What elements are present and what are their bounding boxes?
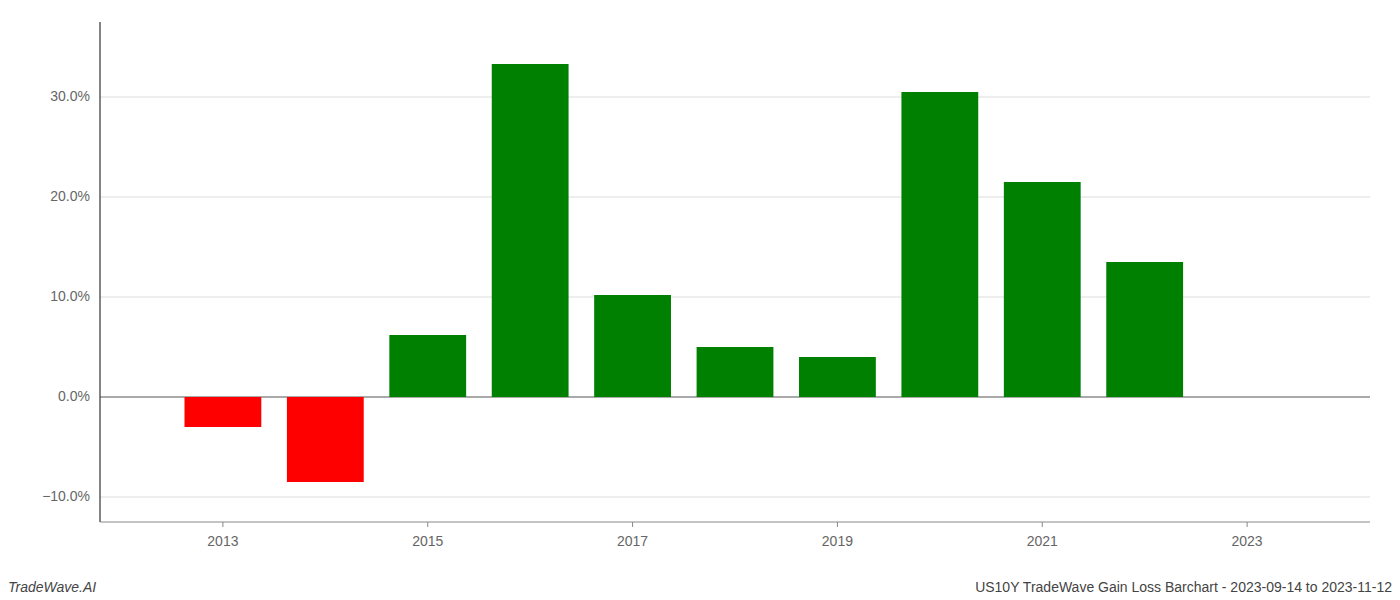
chart: −10.0%0.0%10.0%20.0%30.0%201320152017201… [0, 0, 1400, 600]
grid-line [100, 97, 1370, 98]
chart-container: −10.0%0.0%10.0%20.0%30.0%201320152017201… [0, 0, 1400, 600]
x-tick [632, 522, 633, 527]
footer-left: TradeWave.AI [8, 579, 96, 595]
bars [184, 64, 1183, 482]
y-grid [100, 97, 1370, 497]
bar [594, 295, 671, 397]
x-ticks: 2013 2015 2017 2019 2021 2023 [207, 522, 1263, 549]
x-tick-label: 2023 [1232, 533, 1263, 549]
y-tick-label: 10.0% [50, 288, 90, 304]
bar [287, 397, 364, 482]
bar [492, 64, 569, 397]
x-tick [1247, 522, 1248, 527]
x-tick [1042, 522, 1043, 527]
x-tick-label: 2017 [617, 533, 648, 549]
x-tick [837, 522, 838, 527]
y-tick-label: 30.0% [50, 88, 90, 104]
x-tick [427, 522, 428, 527]
grid-line [100, 497, 1370, 498]
grid-line [100, 197, 1370, 198]
x-tick [222, 522, 223, 527]
bar [901, 92, 978, 397]
y-axis-line [99, 22, 100, 522]
bar [184, 397, 261, 427]
bar [389, 335, 466, 397]
x-tick-label: 2015 [412, 533, 443, 549]
y-tick-label: −10.0% [42, 488, 90, 504]
x-tick-label: 2021 [1027, 533, 1058, 549]
y-tick-label: 20.0% [50, 188, 90, 204]
bar [1106, 262, 1183, 397]
bar [799, 357, 876, 397]
x-tick-label: 2013 [207, 533, 238, 549]
x-axis-line [100, 522, 1370, 523]
footer-right: US10Y TradeWave Gain Loss Barchart - 202… [975, 579, 1392, 595]
y-tick-label: 0.0% [58, 388, 90, 404]
bar [1004, 182, 1081, 397]
y-tick-labels: −10.0% 0.0% 10.0% 20.0% 30.0% [42, 88, 90, 504]
bar [697, 347, 774, 397]
x-tick-label: 2019 [822, 533, 853, 549]
